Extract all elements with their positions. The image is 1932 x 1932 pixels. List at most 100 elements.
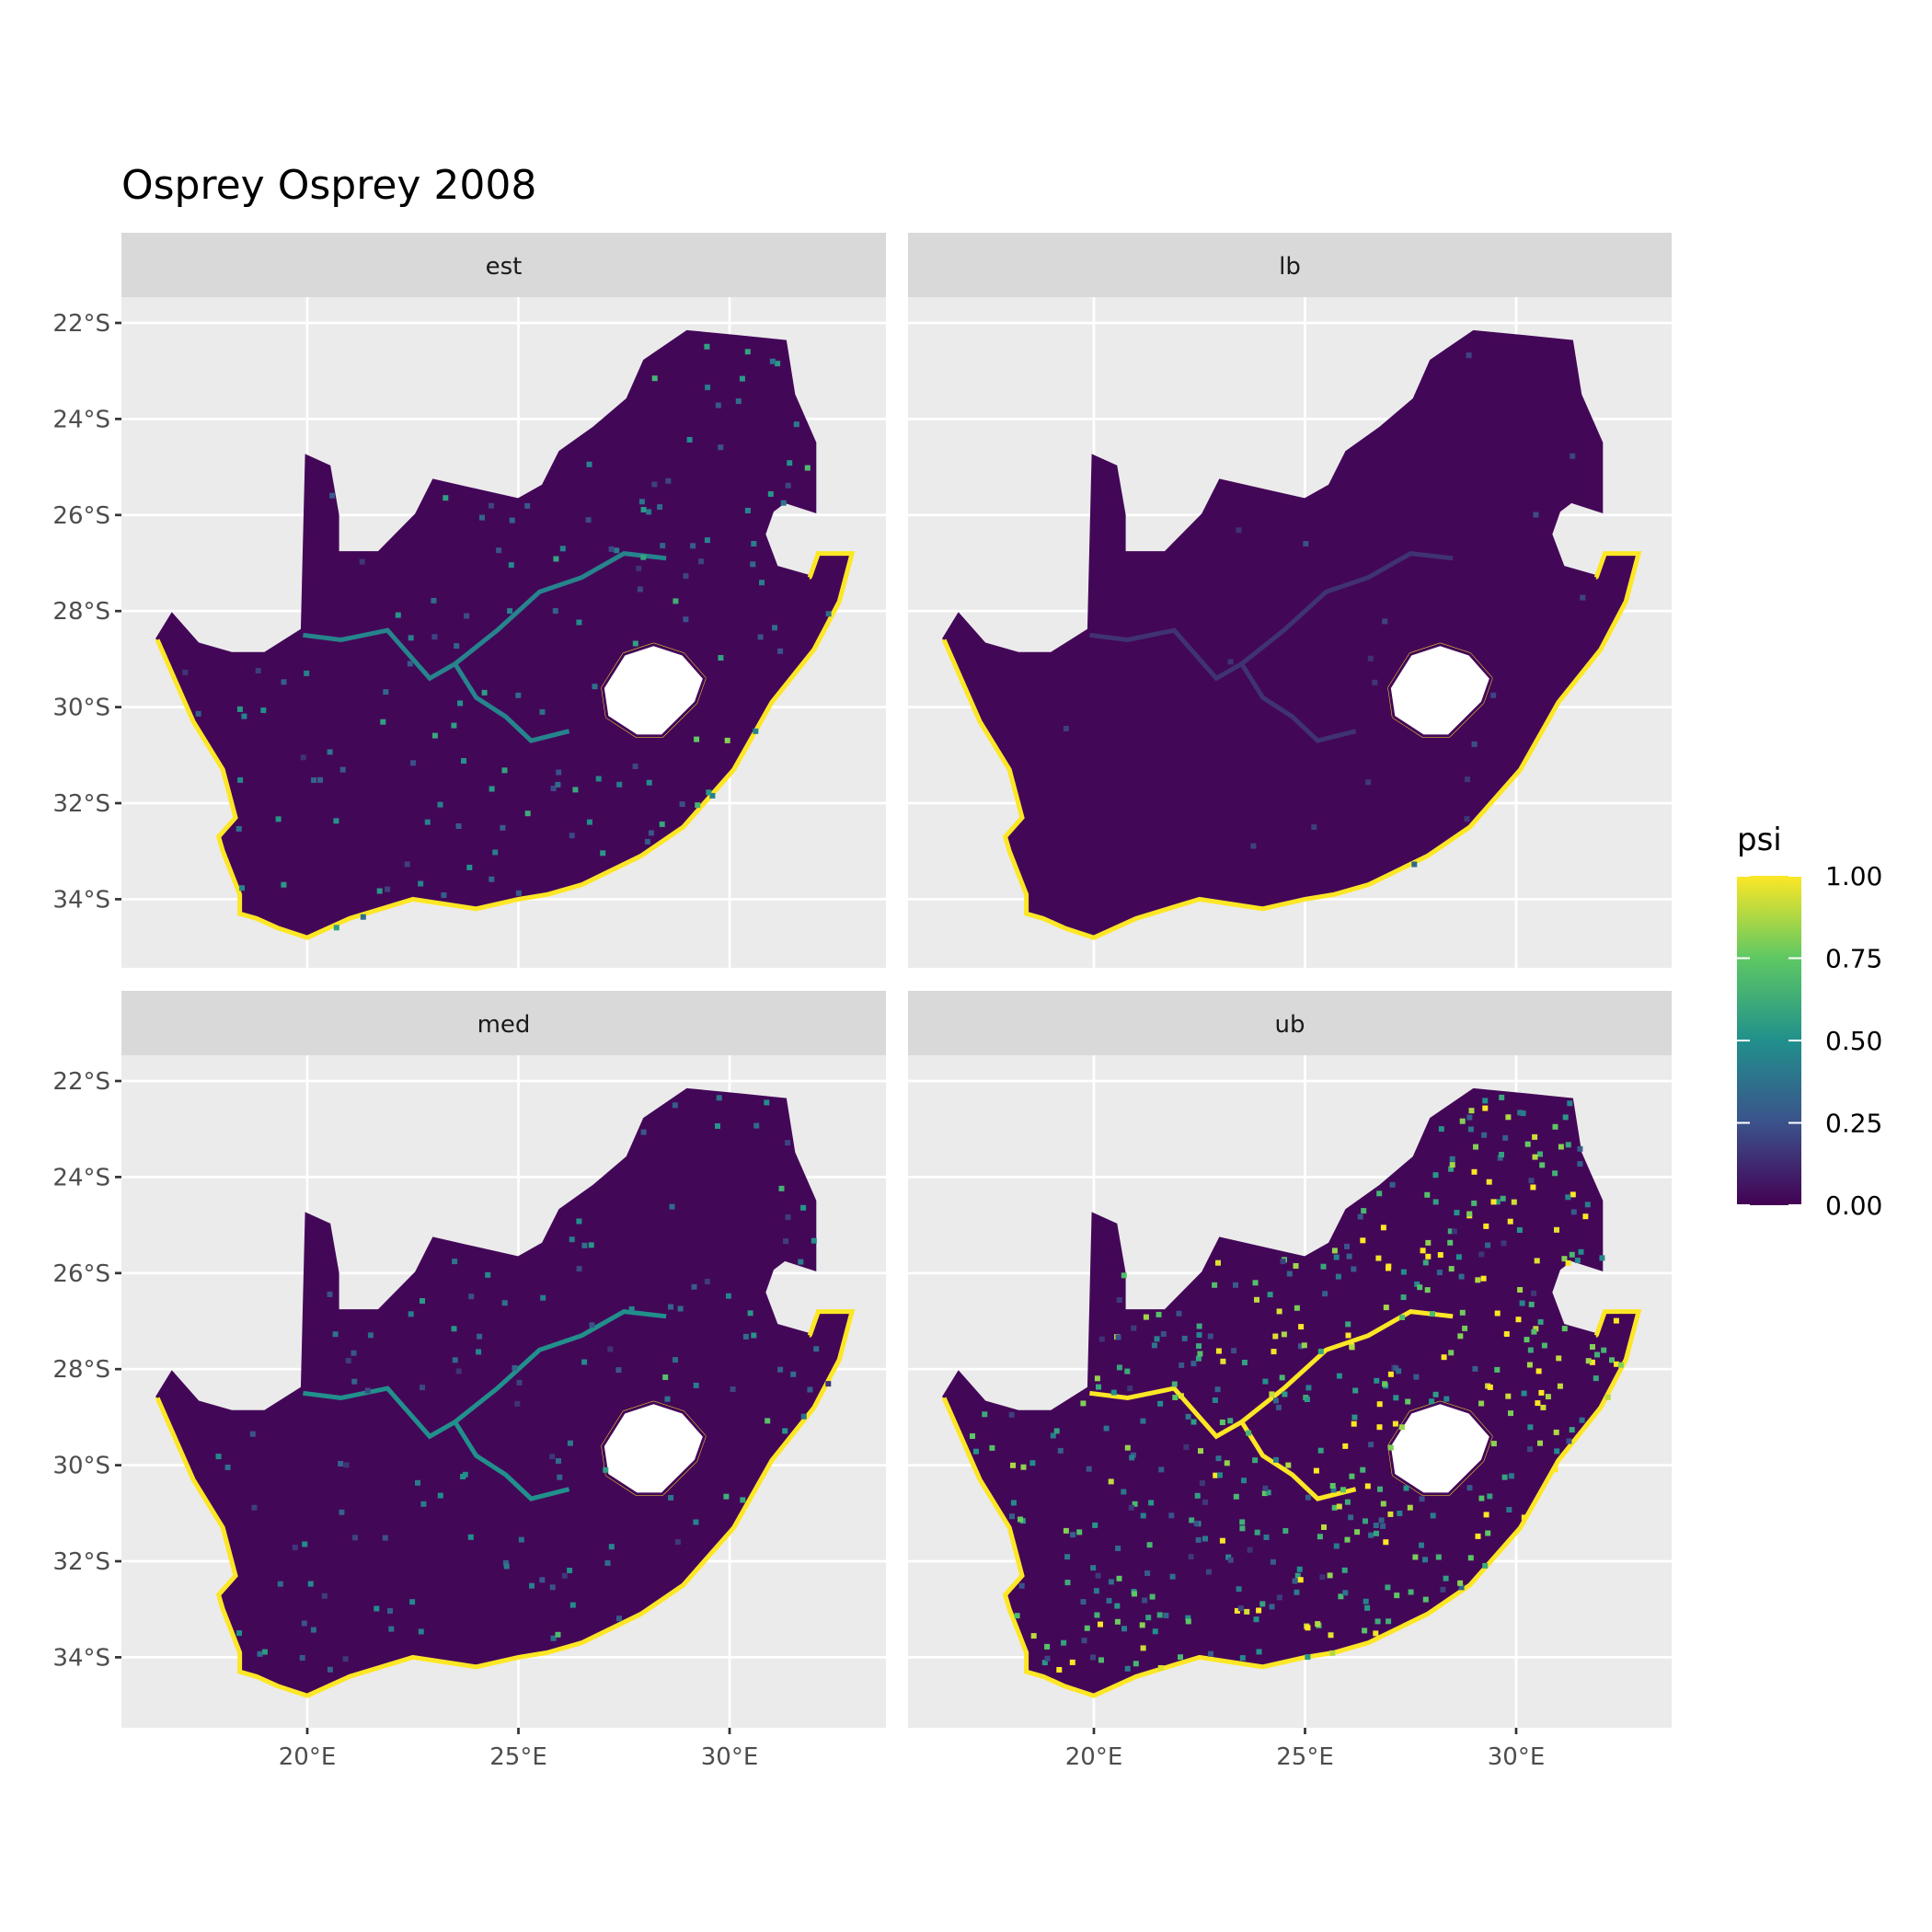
raster-cell bbox=[1095, 1572, 1101, 1579]
raster-cell bbox=[787, 460, 793, 466]
raster-cell bbox=[1094, 1375, 1100, 1382]
raster-cell bbox=[415, 1479, 420, 1486]
raster-cell bbox=[1317, 1447, 1324, 1454]
raster-cell bbox=[1275, 1404, 1282, 1410]
raster-cell bbox=[785, 1214, 791, 1221]
raster-cell bbox=[1524, 1141, 1531, 1147]
raster-cell bbox=[730, 1386, 736, 1392]
raster-cell bbox=[1336, 1373, 1342, 1379]
vaal-river-cells bbox=[454, 551, 667, 666]
raster-cell bbox=[1053, 1428, 1060, 1434]
raster-cell bbox=[1580, 594, 1586, 601]
raster-cell bbox=[588, 1242, 594, 1248]
raster-cell bbox=[327, 1291, 333, 1297]
raster-cell bbox=[395, 612, 401, 618]
raster-cell bbox=[790, 1371, 797, 1377]
colorbar-label: 0.00 bbox=[1825, 1190, 1882, 1221]
raster-cell bbox=[1497, 1155, 1503, 1161]
raster-cell bbox=[424, 819, 431, 825]
raster-cell bbox=[1195, 1536, 1202, 1543]
raster-cell bbox=[529, 1582, 535, 1589]
raster-cell bbox=[1116, 1364, 1122, 1371]
raster-cell bbox=[418, 880, 424, 887]
raster-cell bbox=[825, 1381, 832, 1387]
raster-cell bbox=[1018, 1582, 1025, 1589]
raster-cell bbox=[351, 1350, 357, 1356]
raster-cell bbox=[1189, 1517, 1195, 1524]
raster-cell bbox=[1140, 1512, 1146, 1519]
raster-cell bbox=[260, 707, 267, 713]
raster-cell bbox=[1181, 1335, 1188, 1341]
raster-cell bbox=[1202, 1535, 1208, 1542]
strip-est bbox=[121, 233, 886, 297]
raster-cell bbox=[673, 1357, 678, 1363]
raster-cell bbox=[651, 481, 658, 488]
raster-cell bbox=[516, 1379, 523, 1386]
raster-cell bbox=[1044, 1643, 1051, 1650]
raster-cell bbox=[374, 1605, 380, 1612]
raster-cell bbox=[1364, 1483, 1371, 1489]
raster-cell bbox=[1010, 1462, 1016, 1468]
raster-cell bbox=[321, 1593, 328, 1599]
raster-cell bbox=[567, 1440, 573, 1446]
raster-cell bbox=[1584, 1202, 1591, 1208]
y-tick-label: 34°S bbox=[52, 1644, 110, 1672]
strip-label: est bbox=[486, 253, 523, 281]
raster-cell bbox=[1532, 1133, 1538, 1140]
raster-cell bbox=[1376, 1424, 1383, 1431]
raster-cell bbox=[1351, 1266, 1357, 1272]
raster-cell bbox=[813, 1346, 820, 1352]
raster-cell bbox=[1569, 1427, 1575, 1433]
raster-cell bbox=[292, 1545, 298, 1550]
facet-ub: ub 20°E 25°E 30°E bbox=[908, 991, 1672, 1771]
raster-cell bbox=[1303, 541, 1309, 546]
raster-cell bbox=[1501, 1474, 1508, 1480]
raster-cell bbox=[616, 1616, 622, 1622]
raster-cell bbox=[1276, 1594, 1282, 1601]
facet-est: est 22°S 24°S 26°S 28°S 30°S 32°S 34°S bbox=[52, 233, 886, 968]
raster-cell bbox=[281, 881, 287, 888]
raster-cell bbox=[1262, 1485, 1269, 1491]
raster-cell bbox=[1351, 1420, 1357, 1427]
land-border bbox=[155, 1087, 817, 1415]
raster-cell bbox=[691, 1283, 697, 1290]
raster-cell bbox=[679, 801, 685, 808]
raster-cell bbox=[1317, 1534, 1323, 1540]
raster-cell bbox=[1265, 1489, 1271, 1496]
coastline-cells bbox=[941, 1309, 1642, 1698]
raster-cell bbox=[1599, 1255, 1605, 1261]
raster-cell bbox=[1539, 1162, 1546, 1168]
raster-cell bbox=[782, 1428, 788, 1434]
land-border bbox=[941, 329, 1604, 657]
raster-cell bbox=[1298, 1324, 1305, 1330]
raster-cell bbox=[718, 444, 724, 451]
raster-cell bbox=[556, 769, 562, 776]
raster-cell bbox=[1116, 1575, 1122, 1581]
raster-cell bbox=[310, 1627, 316, 1633]
raster-cell bbox=[1387, 1371, 1394, 1377]
raster-cell bbox=[1156, 1612, 1163, 1618]
raster-cell bbox=[251, 1504, 258, 1511]
raster-cell bbox=[668, 1304, 673, 1310]
raster-cell bbox=[767, 491, 774, 497]
raster-cell bbox=[514, 1400, 521, 1407]
raster-cell bbox=[1386, 1618, 1392, 1625]
raster-cell bbox=[1389, 1181, 1396, 1188]
raster-cell bbox=[646, 509, 652, 515]
raster-cell bbox=[300, 754, 306, 761]
raster-cell bbox=[420, 1501, 427, 1507]
raster-cell bbox=[1008, 1411, 1015, 1418]
raster-cell bbox=[1157, 1665, 1164, 1671]
raster-cell bbox=[616, 781, 623, 788]
raster-cell bbox=[383, 689, 389, 696]
raster-cell bbox=[615, 1367, 622, 1374]
raster-cell bbox=[1482, 1105, 1489, 1111]
raster-cell bbox=[1317, 1349, 1324, 1354]
raster-cell bbox=[1115, 1334, 1121, 1340]
raster-cell bbox=[1528, 1301, 1535, 1307]
raster-cell bbox=[1202, 1499, 1208, 1505]
raster-cell bbox=[1505, 1393, 1512, 1399]
raster-cell bbox=[778, 1185, 785, 1191]
raster-cell bbox=[1057, 1447, 1064, 1454]
raster-cell bbox=[664, 1396, 671, 1402]
